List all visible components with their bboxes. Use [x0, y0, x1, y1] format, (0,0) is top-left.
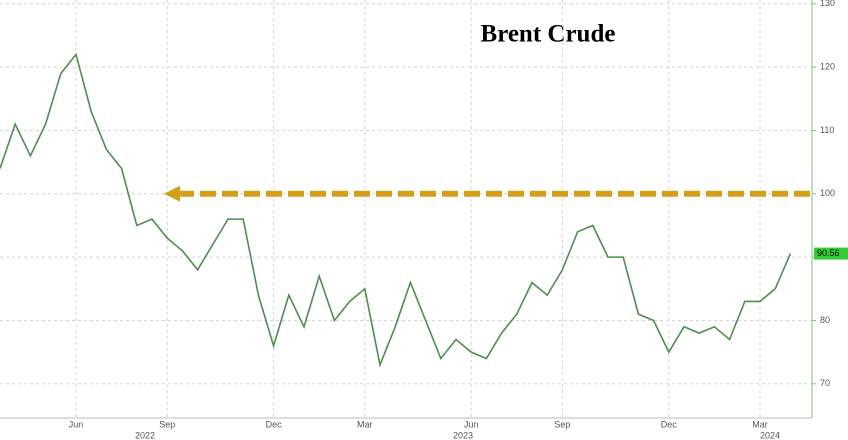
y-tick-label: 100: [820, 188, 835, 198]
x-tick-label: Mar: [357, 419, 373, 429]
x-tick-label: Jun: [464, 419, 479, 429]
x-tick-label: Dec: [661, 419, 678, 429]
x-tick-label: Sep: [159, 419, 175, 429]
last-value-box: [814, 247, 848, 260]
y-tick-label: 120: [820, 62, 835, 72]
year-label: 2024: [760, 430, 780, 440]
y-tick-label: 130: [820, 0, 835, 8]
year-label: 2022: [135, 430, 155, 440]
x-tick-label: Sep: [554, 419, 570, 429]
reference-arrow: [164, 185, 180, 202]
last-value-label: 90.56: [817, 248, 840, 258]
price-line: [0, 52, 792, 368]
y-tick-label: 70: [820, 378, 830, 388]
x-tick-label: Jun: [69, 419, 84, 429]
y-tick-label: 80: [820, 315, 830, 325]
y-tick-label: 110: [820, 125, 834, 135]
x-tick-label: Mar: [752, 419, 768, 429]
year-label: 2023: [453, 430, 473, 440]
x-tick-label: Dec: [266, 419, 283, 429]
chart-title: Brent Crude: [481, 21, 616, 48]
